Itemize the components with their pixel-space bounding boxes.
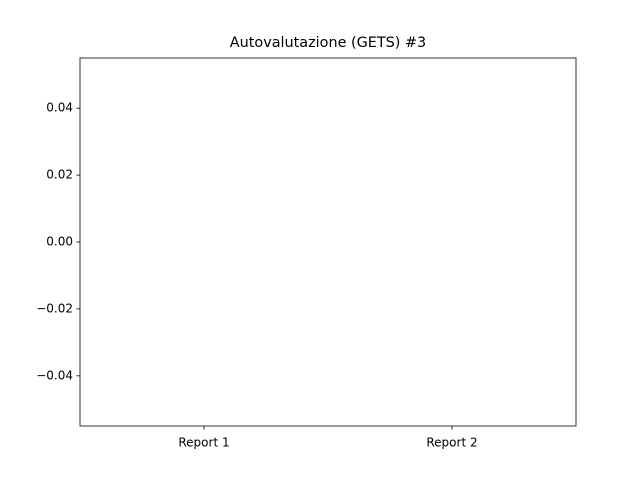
chart-title: Autovalutazione (GETS) #3: [230, 35, 426, 51]
y-tick-label: 0.04: [46, 101, 73, 115]
y-tick-label: −0.02: [36, 301, 73, 315]
x-tick-label: Report 1: [178, 436, 229, 450]
y-tick-label: −0.04: [36, 368, 73, 382]
plot-frame: [79, 57, 577, 427]
y-tick-label: 0.00: [46, 235, 73, 249]
y-tick-label: 0.02: [46, 168, 73, 182]
x-tick-label: Report 2: [426, 436, 477, 450]
